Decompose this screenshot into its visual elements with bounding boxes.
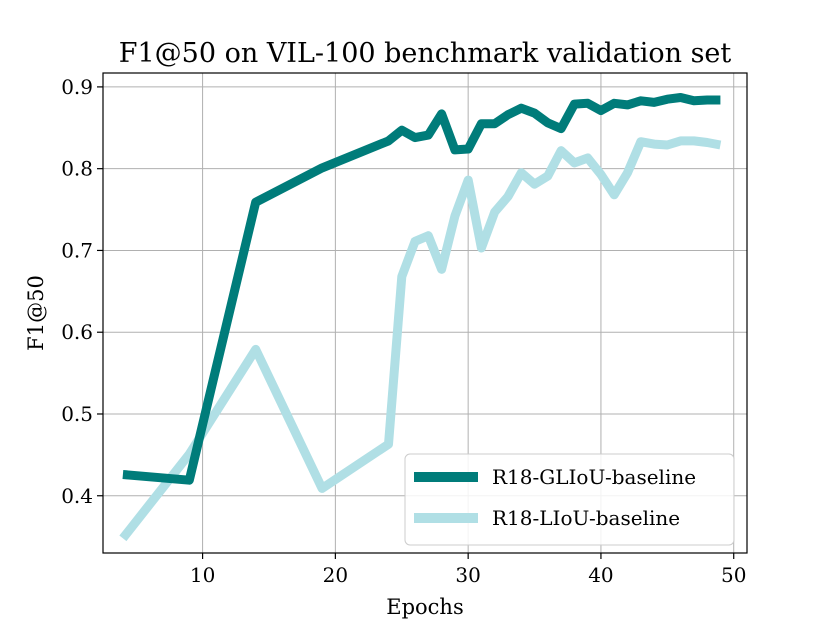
x-tick-label: 20	[323, 563, 348, 587]
series-line-0	[122, 93, 721, 485]
y-tick-label: 0.9	[61, 75, 93, 99]
y-tick-label: 0.7	[61, 238, 93, 262]
x-tick-label: 40	[588, 563, 613, 587]
y-tick-label: 0.8	[61, 157, 93, 181]
x-tick-label: 50	[721, 563, 746, 587]
legend: R18-GLIoU-baseline R18-LIoU-baseline	[404, 453, 735, 546]
series-line-1	[119, 136, 722, 542]
y-tick-label: 0.6	[61, 320, 93, 344]
data-lines	[119, 93, 722, 542]
legend-label-gliou: R18-GLIoU-baseline	[492, 465, 696, 489]
y-axis-ticks: 0.4 0.5 0.6 0.7 0.8 0.9	[61, 75, 103, 508]
y-tick-label: 0.5	[61, 402, 93, 426]
x-axis-ticks: 10 20 30 40 50	[190, 553, 746, 587]
x-tick-label: 30	[455, 563, 480, 587]
legend-box	[404, 453, 735, 546]
y-tick-label: 0.4	[61, 484, 93, 508]
chart-title: F1@50 on VIL-100 benchmark validation se…	[119, 38, 732, 69]
plot-frame	[102, 72, 748, 554]
legend-label-liou: R18-LIoU-baseline	[492, 506, 680, 530]
x-tick-label: 10	[190, 563, 215, 587]
x-axis-label: Epochs	[386, 595, 463, 619]
y-axis-label: F1@50	[24, 275, 48, 351]
